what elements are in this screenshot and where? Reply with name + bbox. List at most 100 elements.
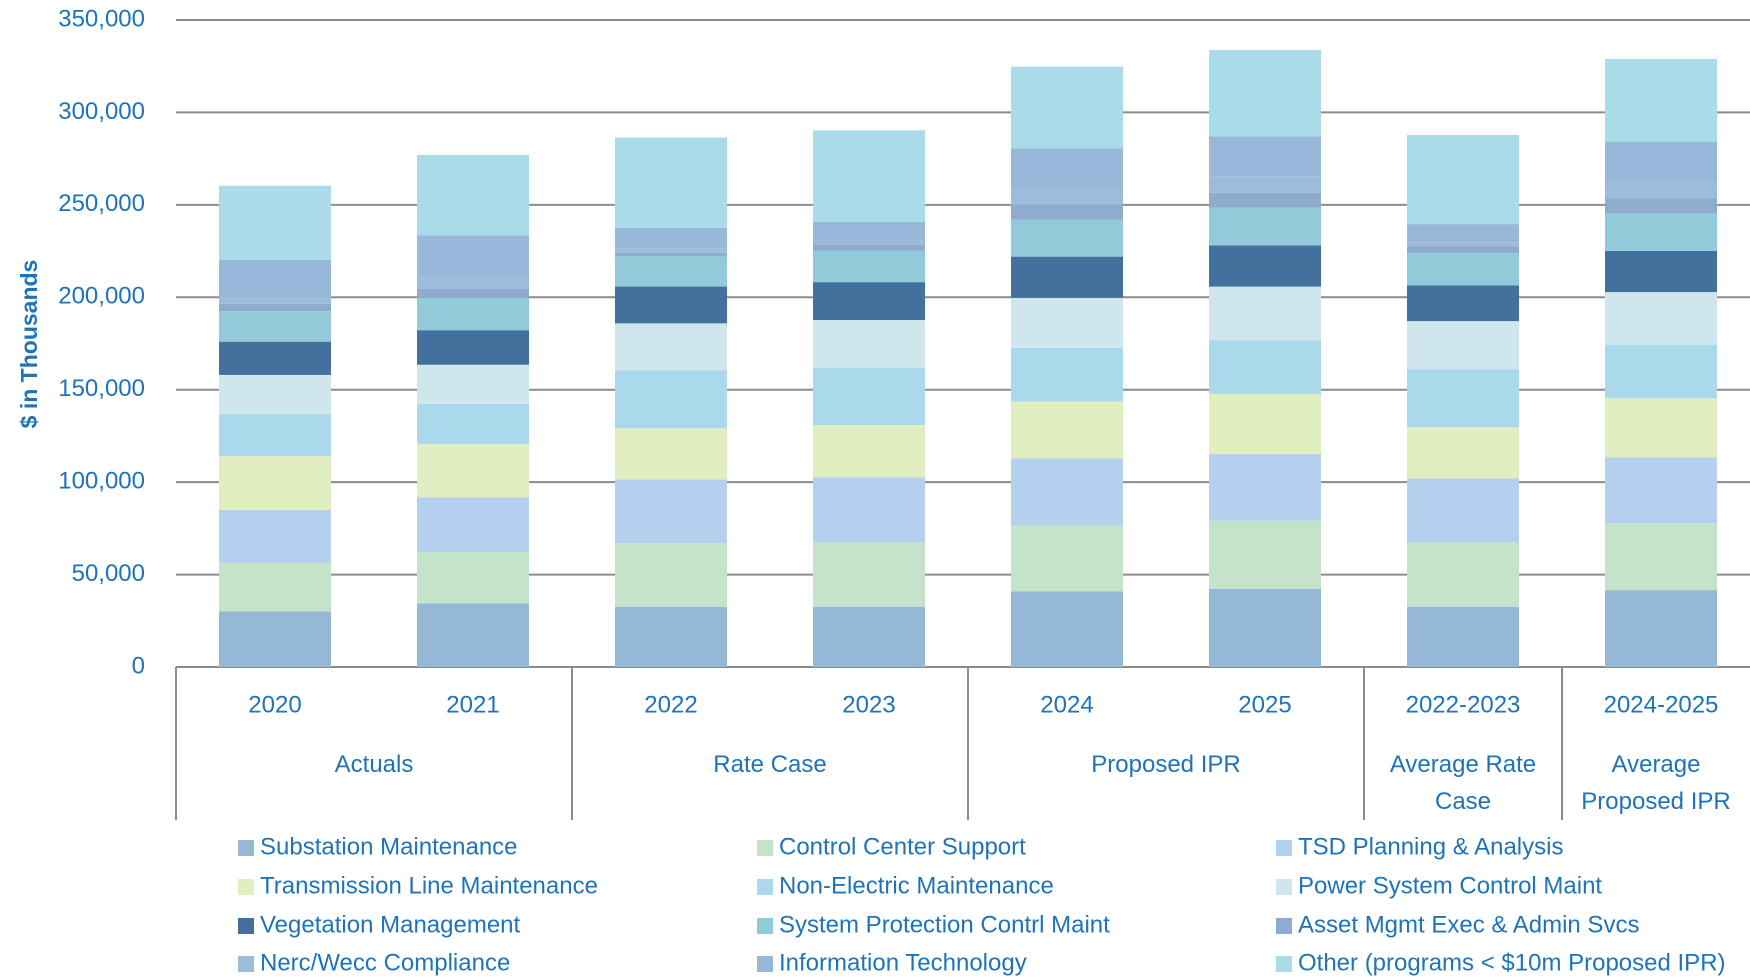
- y-tick-label: 250,000: [58, 190, 145, 217]
- group-label: Proposed IPR: [1091, 751, 1241, 778]
- bar-segment: [417, 288, 529, 298]
- bar-segment: [417, 154, 529, 236]
- bar-segment: [1605, 457, 1717, 524]
- bar-segment: [1605, 398, 1717, 458]
- bar-segment: [1407, 134, 1519, 225]
- bar-segment: [219, 185, 331, 260]
- x-tick-label: 2020: [248, 691, 301, 718]
- bar-segment: [1605, 181, 1717, 199]
- legend-label: Transmission Line Maintenance: [260, 872, 598, 899]
- bar-segment: [1011, 591, 1123, 667]
- bar-segment: [615, 370, 727, 429]
- bar-segment: [1407, 321, 1519, 370]
- y-tick-label: 200,000: [58, 283, 145, 310]
- bar-segment: [1011, 66, 1123, 149]
- bar-segment: [219, 374, 331, 414]
- bar-segment: [813, 606, 925, 667]
- bar-segment: [1407, 224, 1519, 243]
- bar-segment: [615, 479, 727, 544]
- bar-segment: [219, 413, 331, 457]
- bar-segment: [1011, 458, 1123, 526]
- legend-label: Power System Control Maint: [1298, 872, 1602, 899]
- legend-label: Substation Maintenance: [260, 833, 518, 860]
- bar-segment: [1605, 141, 1717, 182]
- legend-swatch: [757, 918, 773, 934]
- bar-segment: [1209, 520, 1321, 589]
- bar-segment: [615, 248, 727, 253]
- bar-segment: [615, 428, 727, 480]
- bar-segment: [417, 277, 529, 289]
- bar-segment: [1209, 453, 1321, 521]
- bar-segment: [1407, 427, 1519, 479]
- legend-swatch: [757, 840, 773, 856]
- bar-segment: [219, 509, 331, 563]
- bar-segment: [1605, 590, 1717, 667]
- bar-segment: [1407, 606, 1519, 667]
- y-tick-label: 300,000: [58, 98, 145, 125]
- bar-segment: [219, 611, 331, 667]
- bar-segment: [813, 542, 925, 607]
- x-tick-label: 2022-2023: [1406, 691, 1521, 718]
- bar-segment: [1605, 212, 1717, 251]
- legend-swatch: [1276, 840, 1292, 856]
- legend-swatch: [238, 956, 254, 972]
- x-tick-label: 2025: [1238, 691, 1291, 718]
- group-label: Average Rate Case: [1389, 751, 1537, 815]
- bar-segment: [1407, 542, 1519, 607]
- bar-segment: [1407, 253, 1519, 286]
- bar-segment: [1209, 207, 1321, 246]
- legend-swatch: [1276, 918, 1292, 934]
- bar-segment: [1011, 219, 1123, 257]
- legend-label: Asset Mgmt Exec & Admin Svcs: [1298, 911, 1639, 938]
- y-tick-label: 50,000: [72, 560, 145, 587]
- bar-segment: [1209, 136, 1321, 177]
- bar-segment: [813, 425, 925, 478]
- bar-segment: [615, 252, 727, 257]
- bar-segment: [1605, 523, 1717, 591]
- bar-segment: [1209, 192, 1321, 208]
- bar-segment: [615, 323, 727, 371]
- bar-segment: [813, 320, 925, 369]
- bar-segment: [615, 606, 727, 667]
- bar-segment: [1209, 176, 1321, 193]
- bar-segment: [813, 250, 925, 283]
- legend-swatch: [238, 918, 254, 934]
- bar-segment: [813, 368, 925, 426]
- group-label: Rate Case: [713, 751, 827, 778]
- bar-segment: [1209, 588, 1321, 667]
- legend-label: Information Technology: [779, 949, 1027, 976]
- x-tick-label: 2023: [842, 691, 895, 718]
- legend-label: Control Center Support: [779, 833, 1026, 860]
- bar-segment: [417, 497, 529, 553]
- bar-segment: [813, 240, 925, 245]
- y-tick-label: 350,000: [58, 5, 145, 32]
- y-tick-label: 0: [132, 652, 145, 679]
- bar-segment: [1209, 393, 1321, 454]
- bar-segment: [219, 562, 331, 612]
- bar-segment: [219, 303, 331, 312]
- bar-segment: [417, 235, 529, 278]
- x-tick-label: 2024: [1040, 691, 1093, 718]
- bar-segment: [417, 443, 529, 498]
- bar-segment: [417, 330, 529, 365]
- bar-segment: [813, 244, 925, 251]
- bar-segment: [1011, 256, 1123, 298]
- x-tick-label: 2024-2025: [1604, 691, 1719, 718]
- y-axis-label: $ in Thousands: [16, 260, 42, 429]
- bar-segment: [1209, 286, 1321, 341]
- bar-segment: [1407, 242, 1519, 247]
- legend-swatch: [757, 879, 773, 895]
- x-tick-label: 2022: [644, 691, 697, 718]
- bar-segment: [219, 311, 331, 342]
- bar-segment: [219, 259, 331, 299]
- bar-segment: [1011, 525, 1123, 592]
- bar-segment: [1605, 344, 1717, 399]
- bar-segment: [615, 543, 727, 607]
- legend-label: Nerc/Wecc Compliance: [260, 949, 510, 976]
- bar-segment: [417, 364, 529, 404]
- bar-segment: [1407, 478, 1519, 543]
- legend-swatch: [757, 956, 773, 972]
- bar-segment: [1209, 340, 1321, 394]
- legend-label: System Protection Contrl Maint: [779, 911, 1110, 938]
